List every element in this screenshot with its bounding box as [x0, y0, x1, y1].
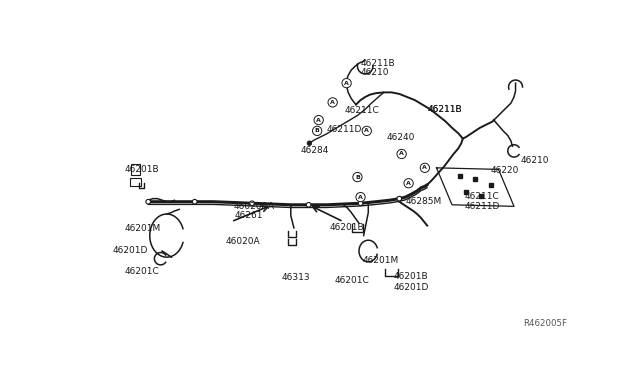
- Circle shape: [362, 126, 371, 135]
- Circle shape: [146, 199, 150, 204]
- Text: 46201B: 46201B: [125, 165, 159, 174]
- Text: 46211B: 46211B: [428, 105, 462, 114]
- Text: 46211C: 46211C: [465, 192, 499, 202]
- Text: A: A: [344, 81, 349, 86]
- Circle shape: [342, 78, 351, 88]
- Text: 46201D: 46201D: [394, 283, 429, 292]
- Text: 46201C: 46201C: [334, 276, 369, 285]
- Text: 46201B: 46201B: [394, 272, 429, 281]
- Circle shape: [250, 201, 254, 206]
- Text: 46211B: 46211B: [360, 58, 395, 67]
- Text: B: B: [315, 128, 319, 134]
- Text: 46211B: 46211B: [428, 105, 462, 114]
- Text: 46211D: 46211D: [326, 125, 362, 135]
- Circle shape: [397, 196, 402, 201]
- Text: 46201C: 46201C: [125, 267, 160, 276]
- Text: 46201D: 46201D: [113, 246, 148, 254]
- Text: 46020A: 46020A: [226, 237, 260, 246]
- Text: 46211D: 46211D: [465, 202, 500, 212]
- Circle shape: [404, 179, 413, 188]
- Text: 46201M: 46201M: [363, 256, 399, 265]
- Text: A: A: [358, 195, 363, 200]
- Text: 46285M: 46285M: [406, 197, 442, 206]
- Text: 46313: 46313: [282, 273, 310, 282]
- Text: A: A: [399, 151, 404, 157]
- Circle shape: [358, 201, 363, 206]
- Circle shape: [353, 173, 362, 182]
- Circle shape: [307, 141, 312, 145]
- Text: 46240: 46240: [386, 133, 415, 142]
- Text: 46211C: 46211C: [345, 106, 380, 115]
- Circle shape: [312, 126, 322, 135]
- Circle shape: [314, 115, 323, 125]
- Text: 46020AA: 46020AA: [234, 202, 275, 211]
- Circle shape: [328, 98, 337, 107]
- Circle shape: [307, 202, 311, 207]
- Text: A: A: [422, 165, 428, 170]
- Text: 46284: 46284: [301, 146, 329, 155]
- Text: A: A: [406, 181, 411, 186]
- Text: 46210: 46210: [520, 156, 548, 165]
- Text: B: B: [355, 174, 360, 180]
- Circle shape: [193, 199, 197, 204]
- Circle shape: [356, 192, 365, 202]
- Bar: [131, 164, 140, 175]
- Bar: [131, 178, 141, 186]
- Circle shape: [420, 163, 429, 173]
- Text: 46210: 46210: [360, 68, 389, 77]
- Text: 46201B: 46201B: [330, 223, 364, 232]
- Text: 46220: 46220: [491, 166, 519, 175]
- Text: 46201M: 46201M: [125, 224, 161, 233]
- Text: A: A: [330, 100, 335, 105]
- Text: 46261: 46261: [235, 211, 264, 220]
- Text: R462005F: R462005F: [524, 319, 567, 328]
- Text: A: A: [364, 128, 369, 134]
- Circle shape: [397, 150, 406, 158]
- Text: A: A: [316, 118, 321, 123]
